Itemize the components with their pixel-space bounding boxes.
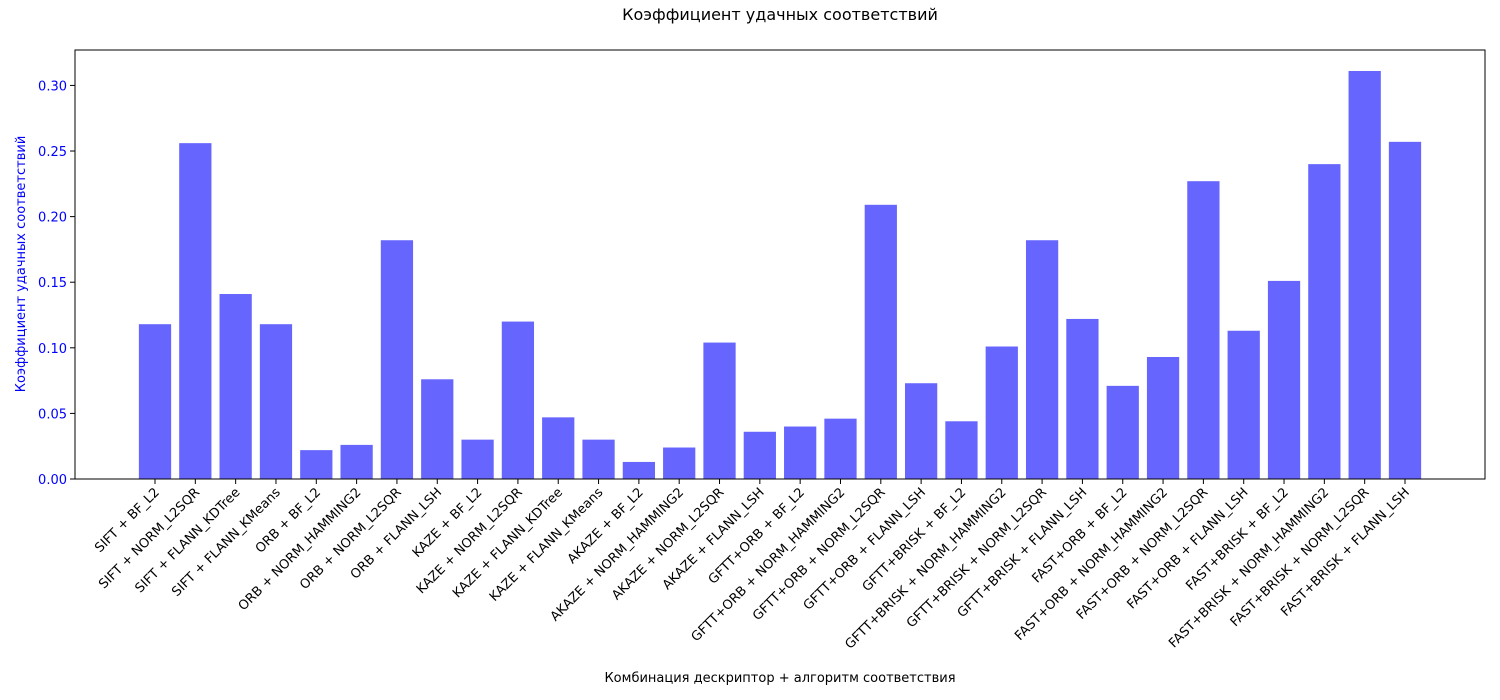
y-tick-label: 0.10 bbox=[38, 342, 67, 357]
bar bbox=[824, 418, 857, 479]
x-axis-label: Комбинация дескриптор + алгоритм соответ… bbox=[604, 671, 955, 686]
y-tick-label: 0.00 bbox=[38, 473, 67, 488]
y-tick-label: 0.25 bbox=[38, 145, 67, 160]
bar bbox=[179, 143, 212, 479]
y-tick-label: 0.20 bbox=[38, 211, 67, 226]
bar bbox=[219, 294, 252, 479]
bar bbox=[1066, 318, 1099, 479]
bar bbox=[1267, 280, 1301, 479]
bar bbox=[864, 204, 897, 479]
chart-title: Коэффициент удачных соответствий bbox=[622, 5, 938, 24]
bar bbox=[663, 447, 696, 479]
y-axis-label: Коэффициент удачных соответствий bbox=[14, 136, 29, 393]
bar bbox=[1388, 141, 1422, 479]
bar bbox=[582, 439, 615, 479]
bar bbox=[138, 324, 172, 479]
bar bbox=[1348, 70, 1381, 480]
bar bbox=[784, 426, 817, 479]
bar bbox=[622, 461, 655, 479]
bar bbox=[743, 431, 776, 479]
bar bbox=[1106, 385, 1139, 479]
bar bbox=[300, 450, 333, 479]
bar bbox=[703, 342, 736, 479]
bar bbox=[461, 439, 494, 479]
bar bbox=[985, 346, 1018, 479]
x-tick-label: KAZE + BF_L2 bbox=[410, 485, 486, 561]
bar bbox=[905, 383, 938, 479]
plot-frame bbox=[74, 49, 1486, 480]
bar bbox=[1227, 330, 1260, 479]
bar bbox=[501, 321, 535, 479]
bar bbox=[1308, 164, 1341, 479]
bar bbox=[259, 324, 293, 479]
bar bbox=[380, 240, 414, 479]
bar bbox=[340, 444, 373, 479]
bar bbox=[542, 417, 575, 479]
bar bbox=[1187, 181, 1220, 479]
bar bbox=[945, 421, 978, 479]
y-tick-label: 0.30 bbox=[38, 79, 67, 94]
bar bbox=[421, 379, 454, 479]
y-tick-label: 0.05 bbox=[38, 407, 67, 422]
bar bbox=[1025, 240, 1059, 479]
y-tick-label: 0.15 bbox=[38, 276, 67, 291]
bar bbox=[1146, 356, 1180, 479]
